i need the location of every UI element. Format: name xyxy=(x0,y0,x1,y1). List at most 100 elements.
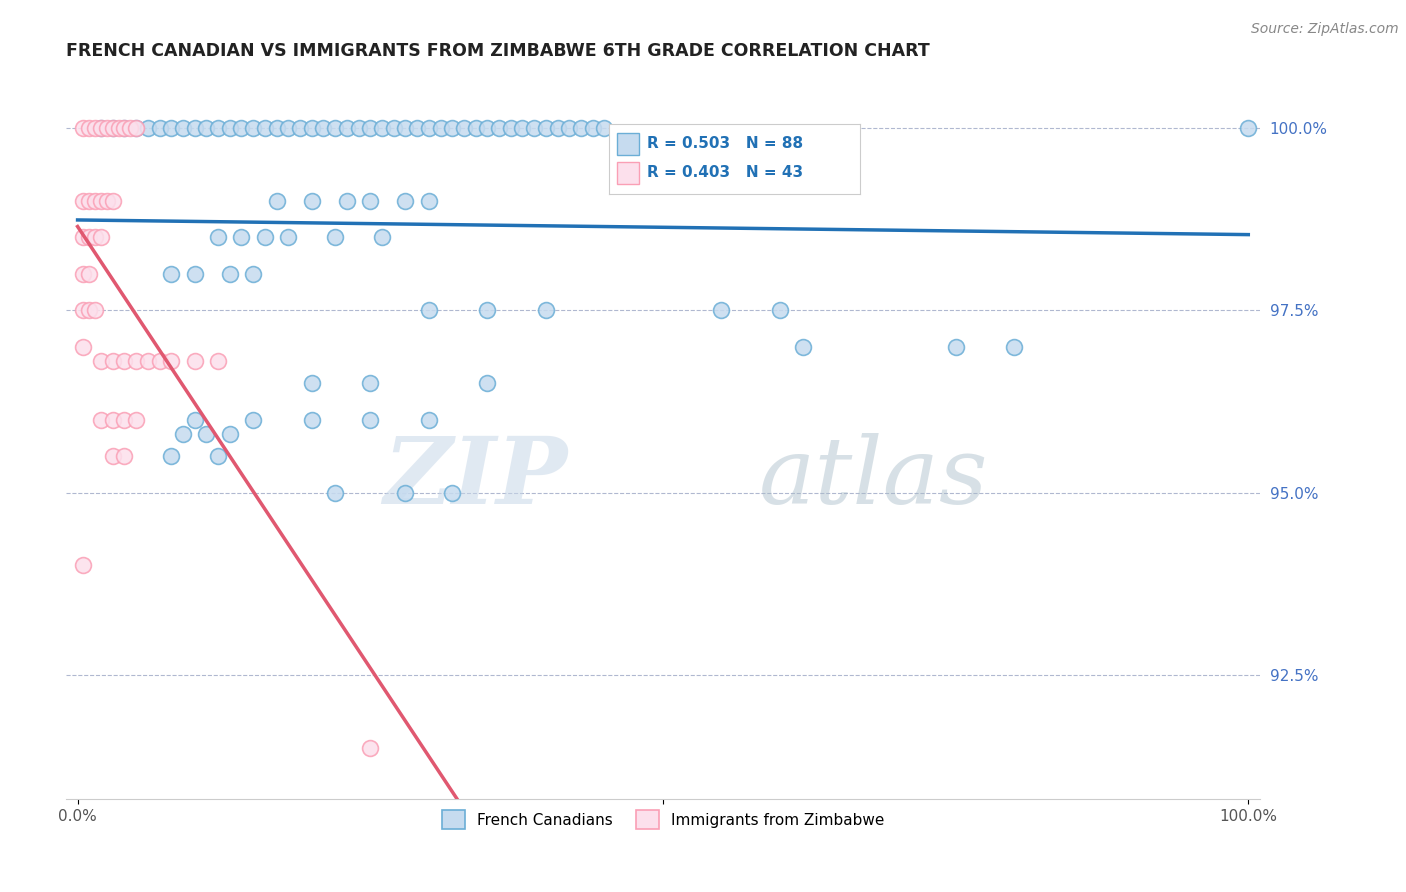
Point xyxy=(90,120,112,135)
Point xyxy=(593,120,616,135)
Point xyxy=(183,267,205,281)
Point xyxy=(125,354,148,368)
Point xyxy=(534,120,557,135)
Point xyxy=(172,427,194,442)
Point xyxy=(371,230,394,244)
Point xyxy=(101,194,124,208)
Point xyxy=(418,194,440,208)
Point xyxy=(418,120,440,135)
Point xyxy=(172,120,194,135)
Point xyxy=(359,194,381,208)
Point xyxy=(125,120,148,135)
Point xyxy=(382,120,405,135)
Point xyxy=(477,376,499,391)
Point xyxy=(769,303,792,318)
Point xyxy=(945,340,967,354)
Point xyxy=(406,120,429,135)
Point xyxy=(418,412,440,426)
Point xyxy=(120,120,142,135)
Point xyxy=(72,120,94,135)
Point xyxy=(253,230,276,244)
Point xyxy=(347,120,370,135)
Point xyxy=(90,354,112,368)
Point xyxy=(160,267,183,281)
Point xyxy=(107,120,129,135)
Point xyxy=(301,120,323,135)
Point xyxy=(277,120,299,135)
Point xyxy=(72,230,94,244)
Point xyxy=(301,376,323,391)
Point xyxy=(125,120,148,135)
Point xyxy=(96,120,118,135)
Point xyxy=(90,230,112,244)
Point xyxy=(207,354,229,368)
Point xyxy=(112,354,135,368)
Point xyxy=(183,120,205,135)
Text: atlas: atlas xyxy=(758,433,988,523)
Point xyxy=(148,354,170,368)
Point xyxy=(359,740,381,755)
Point xyxy=(464,120,486,135)
Point xyxy=(136,354,159,368)
Point xyxy=(242,412,264,426)
Point xyxy=(207,230,229,244)
Text: Source: ZipAtlas.com: Source: ZipAtlas.com xyxy=(1251,22,1399,37)
Point xyxy=(218,427,240,442)
Point xyxy=(1002,340,1025,354)
Point xyxy=(441,120,464,135)
Point xyxy=(394,485,416,500)
Point xyxy=(195,120,218,135)
Point xyxy=(359,412,381,426)
Point xyxy=(96,194,118,208)
Point xyxy=(523,120,546,135)
Point xyxy=(101,412,124,426)
Point xyxy=(72,340,94,354)
Point xyxy=(136,120,159,135)
Point xyxy=(394,120,416,135)
Point xyxy=(266,194,288,208)
Point xyxy=(148,120,170,135)
Point xyxy=(499,120,522,135)
Point xyxy=(79,120,101,135)
Point xyxy=(323,230,346,244)
Point xyxy=(101,120,124,135)
Point xyxy=(477,303,499,318)
Point xyxy=(101,449,124,463)
Point xyxy=(183,412,205,426)
Point xyxy=(1237,120,1260,135)
Point xyxy=(112,449,135,463)
Point xyxy=(72,558,94,573)
Point xyxy=(277,230,299,244)
Point xyxy=(429,120,451,135)
Point xyxy=(79,267,101,281)
Point xyxy=(253,120,276,135)
Point xyxy=(336,194,359,208)
Point xyxy=(112,120,135,135)
Point xyxy=(359,376,381,391)
Point xyxy=(242,120,264,135)
Point xyxy=(792,340,814,354)
Point xyxy=(359,120,381,135)
Point xyxy=(112,120,135,135)
Point xyxy=(112,412,135,426)
Point xyxy=(371,120,394,135)
Point xyxy=(195,427,218,442)
Point xyxy=(582,120,605,135)
Point xyxy=(488,120,510,135)
Point xyxy=(441,485,464,500)
Point xyxy=(336,120,359,135)
Point xyxy=(323,120,346,135)
Point xyxy=(72,303,94,318)
Point xyxy=(90,120,112,135)
Point xyxy=(710,303,733,318)
Point xyxy=(207,449,229,463)
Point xyxy=(84,230,107,244)
Point xyxy=(79,230,101,244)
Point xyxy=(101,354,124,368)
Point xyxy=(160,120,183,135)
Point xyxy=(547,120,569,135)
Point xyxy=(84,120,107,135)
Point xyxy=(266,120,288,135)
Point xyxy=(101,120,124,135)
Legend: French Canadians, Immigrants from Zimbabwe: French Canadians, Immigrants from Zimbab… xyxy=(436,804,890,835)
